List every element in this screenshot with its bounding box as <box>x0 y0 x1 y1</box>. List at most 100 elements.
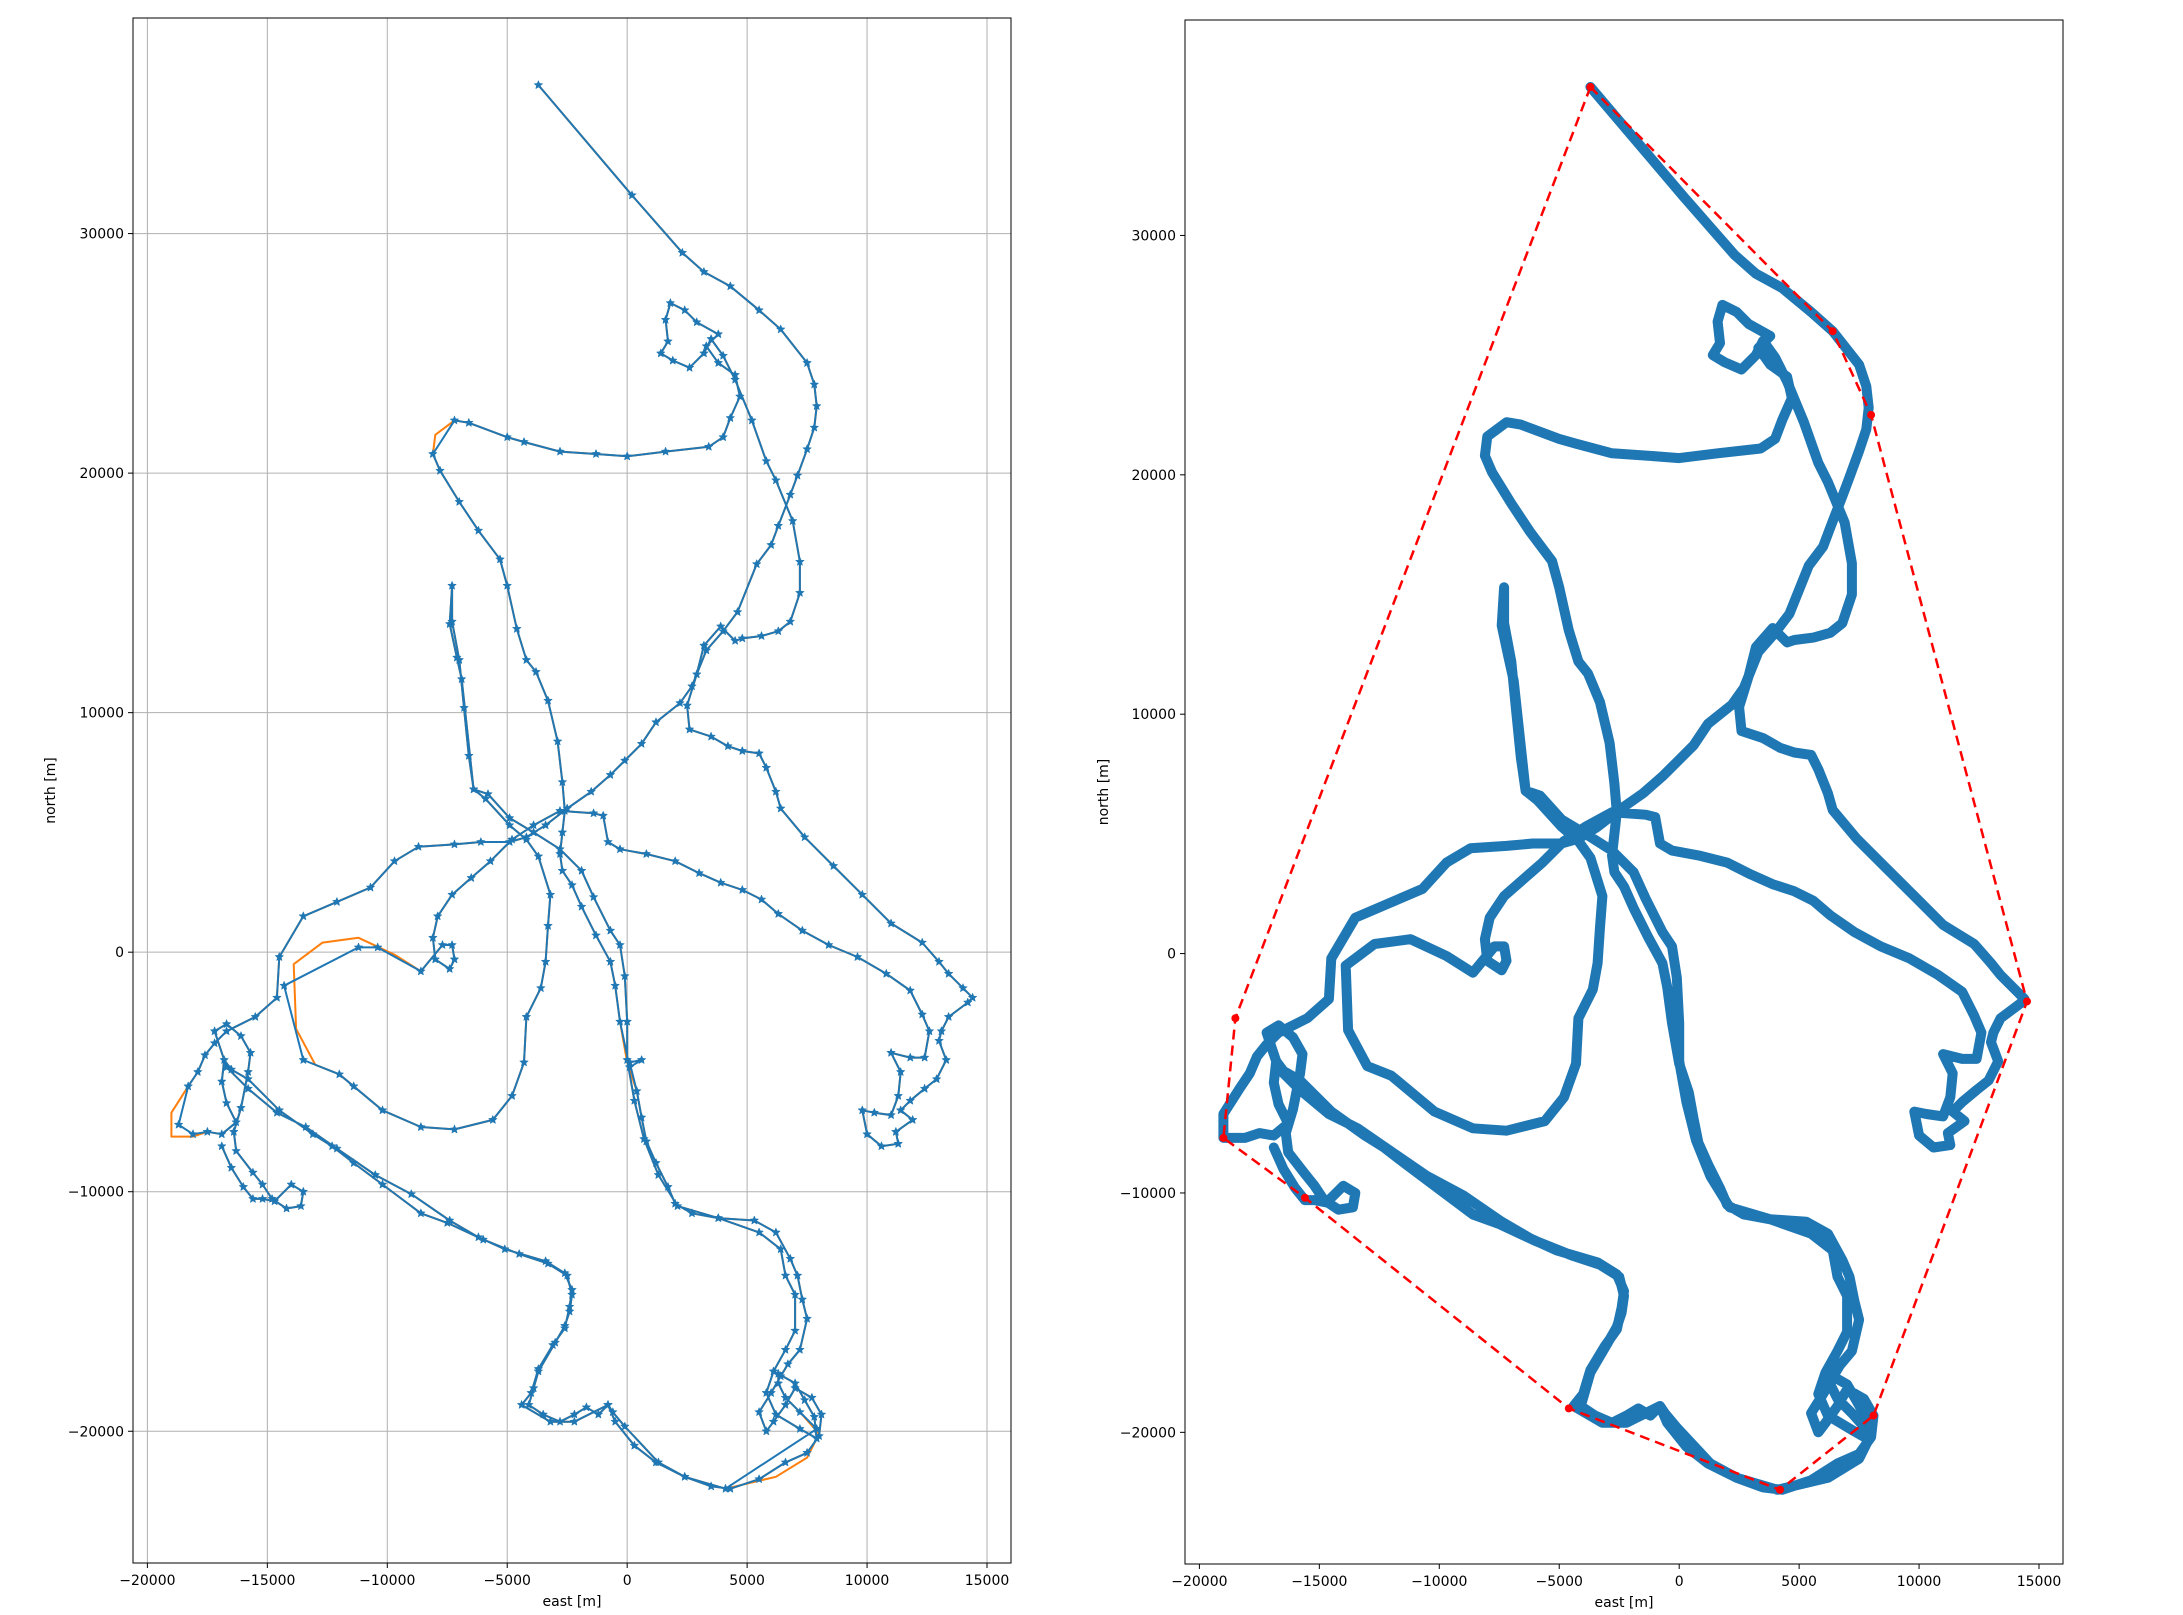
data-point <box>919 1052 930 1062</box>
y-tick-label: 10000 <box>1131 707 1176 723</box>
data-point <box>377 1179 388 1189</box>
data-point <box>624 1062 635 1072</box>
data-point <box>701 341 712 351</box>
data-point <box>173 1119 184 1129</box>
data-point <box>231 1145 242 1156</box>
data-point <box>699 348 709 358</box>
data-point <box>603 1399 613 1410</box>
data-point <box>780 1457 791 1467</box>
data-point <box>511 623 522 634</box>
data-point <box>754 305 765 315</box>
data-point <box>890 1126 901 1137</box>
data-point <box>286 1179 297 1189</box>
data-point <box>226 1162 237 1172</box>
data-point <box>295 1200 306 1211</box>
data-point <box>605 769 616 780</box>
data-point <box>672 1200 683 1211</box>
data-point <box>660 314 671 325</box>
data-point <box>797 925 808 935</box>
data-point <box>516 1399 527 1410</box>
data-point <box>545 1416 556 1426</box>
data-point <box>785 616 796 626</box>
data-point <box>857 889 868 899</box>
data-point <box>754 1474 765 1484</box>
data-point <box>684 724 695 734</box>
data-point <box>886 918 896 928</box>
data-point <box>802 357 813 368</box>
y-tick-label: 0 <box>1167 947 1176 963</box>
data-point <box>221 1097 232 1108</box>
data-point <box>555 848 565 859</box>
data-point <box>610 980 621 990</box>
axes-frame <box>132 17 1012 1564</box>
data-point <box>334 1069 345 1079</box>
data-point <box>257 1179 268 1189</box>
data-point <box>298 1186 309 1196</box>
data-point <box>447 616 457 626</box>
data-point <box>881 968 892 978</box>
data-point <box>427 448 438 459</box>
data-point <box>670 856 681 866</box>
data-point <box>790 1378 801 1388</box>
data-point <box>703 441 714 451</box>
data-point <box>895 1066 906 1077</box>
data-point <box>547 1339 558 1350</box>
data-point <box>782 1359 793 1369</box>
data-point <box>706 333 717 344</box>
data-point <box>555 446 565 456</box>
data-point <box>454 654 465 665</box>
data-point <box>250 1011 261 1022</box>
data-point <box>622 1054 633 1065</box>
data-point <box>519 1057 529 1067</box>
data-point <box>770 786 781 796</box>
data-point <box>236 1102 246 1113</box>
data-point <box>905 1095 916 1105</box>
data-point <box>737 745 748 756</box>
data-point <box>495 554 505 564</box>
data-point <box>790 1382 801 1393</box>
data-point <box>682 700 693 710</box>
data-point <box>715 621 726 631</box>
data-point <box>780 1399 791 1410</box>
data-point <box>528 1382 539 1393</box>
data-point <box>773 908 784 919</box>
y-tick-label: −20000 <box>1120 1425 1176 1441</box>
data-point <box>463 417 474 428</box>
data-point <box>790 1325 801 1335</box>
data-point <box>651 1157 661 1168</box>
plot-area <box>1218 82 2032 1495</box>
data-point <box>761 762 772 772</box>
data-point <box>775 803 786 813</box>
data-point <box>679 305 690 315</box>
data-point <box>406 1188 417 1199</box>
data-point <box>761 455 772 466</box>
data-point <box>619 755 630 765</box>
data-point <box>701 645 712 655</box>
data-point <box>794 1423 805 1434</box>
y-tick-label: −10000 <box>1120 1186 1176 1202</box>
data-point <box>463 750 474 760</box>
data-point <box>555 805 565 816</box>
data-point <box>444 963 455 974</box>
data-point <box>636 1112 647 1122</box>
data-point <box>281 1203 292 1213</box>
data-point <box>876 1141 887 1151</box>
data-point <box>238 1181 249 1192</box>
y-tick-label: 20000 <box>79 466 124 482</box>
data-point <box>615 939 625 950</box>
data-point <box>639 1133 649 1144</box>
data-point <box>248 1193 258 1204</box>
data-point <box>811 1433 822 1443</box>
data-point <box>243 1083 254 1093</box>
data-point <box>473 525 484 535</box>
data-point <box>581 1402 592 1412</box>
data-point <box>809 1411 820 1422</box>
data-point <box>622 1016 633 1026</box>
data-point <box>886 1109 896 1120</box>
data-point <box>775 324 786 334</box>
y-tick-label: −10000 <box>68 1185 124 1201</box>
data-point <box>665 297 676 308</box>
data-point <box>706 1481 717 1491</box>
data-point <box>331 1143 342 1153</box>
